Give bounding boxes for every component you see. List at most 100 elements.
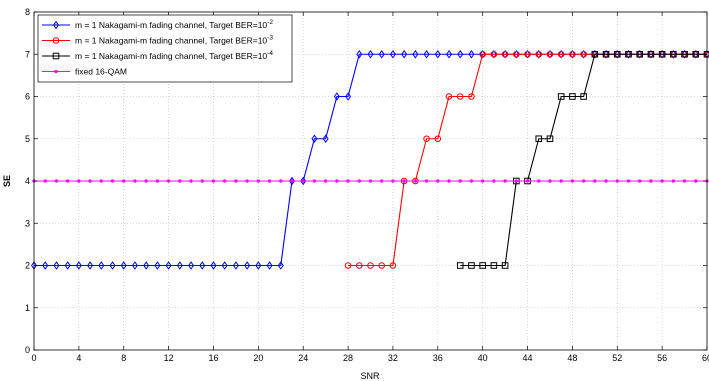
data-point (602, 50, 610, 58)
data-point (502, 49, 509, 59)
data-point (514, 179, 519, 183)
data-point (211, 179, 216, 183)
data-point (210, 261, 217, 270)
data-point (548, 179, 552, 183)
data-point (189, 179, 193, 183)
data-point (87, 261, 94, 270)
data-point (535, 135, 543, 143)
data-point (267, 179, 272, 183)
y-tick-label: 8 (25, 7, 30, 17)
y-tick-label: 4 (25, 176, 30, 186)
data-point (423, 49, 430, 59)
x-tick-label: 4 (76, 353, 81, 363)
data-point (200, 179, 204, 183)
legend-label-exponent: -2 (267, 19, 273, 26)
data-point (367, 49, 374, 59)
legend-item: m = 1 Nakagami-m fading channel, Target … (42, 19, 273, 30)
data-point (288, 176, 295, 186)
data-point (647, 50, 655, 58)
data-point (245, 179, 249, 183)
data-point (256, 179, 261, 183)
data-point (456, 262, 464, 269)
data-point (614, 49, 621, 59)
data-point (546, 49, 553, 59)
data-point (570, 179, 575, 183)
data-point (558, 49, 565, 59)
data-point (503, 179, 507, 183)
data-point (591, 49, 598, 59)
data-point (221, 261, 228, 270)
data-point (143, 261, 150, 270)
data-point (77, 179, 81, 183)
data-point (166, 179, 171, 183)
data-point (636, 49, 643, 59)
data-point (234, 179, 238, 183)
data-point (323, 179, 328, 183)
data-point (436, 179, 440, 183)
data-point (413, 179, 418, 183)
data-point (131, 261, 138, 270)
data-point (447, 179, 451, 183)
legend-item: m = 1 Nakagami-m fading channel, Target … (42, 35, 273, 46)
data-point (694, 179, 698, 183)
data-point (604, 179, 608, 183)
data-point (535, 49, 542, 59)
data-point (389, 262, 397, 269)
legend-label: m = 1 Nakagami-m fading channel, Target … (75, 50, 273, 61)
data-point (402, 179, 406, 183)
data-point (277, 261, 284, 270)
data-point (692, 49, 699, 59)
legend-label: fixed 16-QAM (75, 67, 127, 77)
data-point (344, 262, 352, 269)
y-tick-label: 1 (25, 303, 30, 313)
data-point (133, 179, 137, 183)
legend-label: m = 1 Nakagami-m fading channel, Target … (75, 19, 273, 30)
data-point (65, 179, 70, 183)
data-point (479, 50, 486, 58)
data-point (603, 49, 610, 59)
data-point (355, 262, 363, 269)
data-point (591, 50, 599, 58)
data-point (580, 93, 587, 100)
data-point (660, 179, 664, 183)
data-point (546, 50, 554, 58)
data-point (557, 50, 565, 58)
data-point (490, 50, 498, 58)
data-point (176, 261, 183, 270)
data-point (658, 50, 666, 58)
x-tick-label: 60 (702, 353, 709, 363)
x-tick-label: 28 (343, 353, 353, 363)
data-point (692, 50, 700, 58)
data-point (649, 179, 653, 183)
data-point (468, 49, 475, 59)
data-point (199, 261, 206, 270)
data-point (468, 262, 475, 269)
data-point (681, 49, 688, 59)
data-point (356, 49, 363, 59)
legend-swatch-marker (52, 37, 60, 44)
data-point (580, 50, 587, 58)
x-axis-label: SNR (360, 371, 380, 381)
data-point (682, 179, 687, 183)
legend-item: m = 1 Nakagami-m fading channel, Target … (42, 50, 273, 61)
x-tick-label: 52 (612, 353, 622, 363)
data-point (367, 262, 374, 269)
y-tick-label: 2 (25, 261, 30, 271)
data-point (188, 261, 195, 270)
y-tick-label: 6 (25, 92, 30, 102)
data-point (64, 261, 71, 270)
data-point (569, 93, 576, 100)
data-point (468, 93, 475, 100)
data-point (154, 261, 161, 270)
legend-label-exponent: -4 (267, 50, 273, 57)
data-point (54, 179, 59, 183)
data-point (670, 50, 677, 58)
data-point (335, 179, 339, 183)
data-point (109, 261, 116, 270)
data-point (378, 49, 385, 59)
data-point (43, 179, 47, 183)
data-point (557, 93, 565, 100)
data-point (569, 50, 576, 58)
data-point (300, 176, 307, 186)
series-4 (32, 179, 709, 183)
